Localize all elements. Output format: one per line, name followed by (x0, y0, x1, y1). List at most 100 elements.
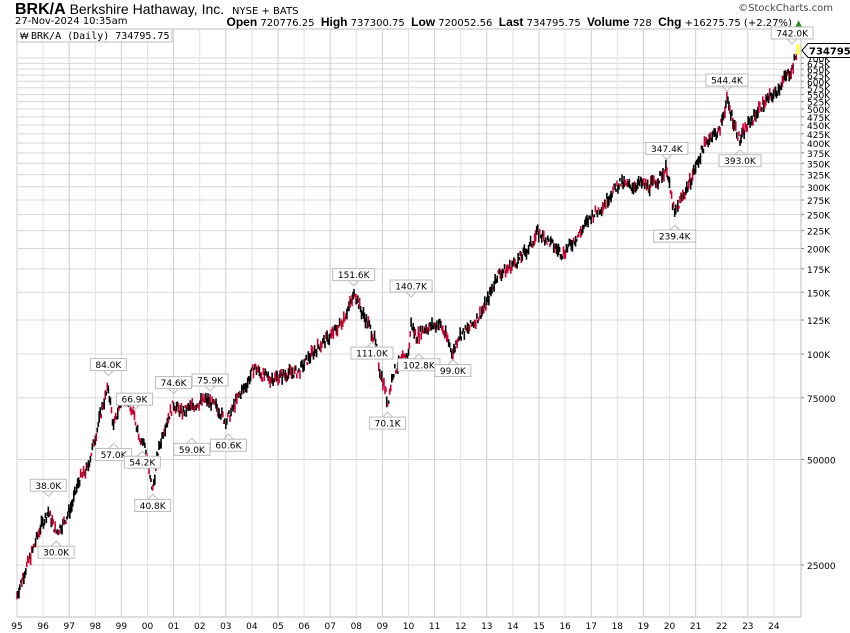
annotation-label: 74.6K (161, 379, 188, 389)
peak-annotation: 84.0K (89, 358, 127, 377)
y-axis-label: 350K (807, 160, 831, 170)
legend-text: BRK/A (Daily) 734795.75 (31, 31, 169, 42)
x-axis-label: 06 (298, 622, 310, 632)
x-axis-label: 96 (37, 622, 49, 632)
y-axis-label: 400K (807, 140, 831, 150)
timestamp: 27-Nov-2024 10:35am (15, 16, 128, 27)
volume-value: 728 (632, 18, 652, 29)
peak-annotation: 742.0K (770, 26, 814, 45)
x-axis-label: 15 (533, 622, 544, 632)
exchange-label: NYSE + BATS (232, 6, 299, 17)
y-axis-label: 475K (807, 114, 831, 124)
x-axis-label: 19 (638, 622, 650, 632)
x-axis-label: 17 (585, 622, 596, 632)
last-price-label: 734795.75 (809, 46, 850, 57)
y-axis-label: 150K (807, 289, 831, 299)
annotation-label: 393.0K (724, 157, 757, 167)
peak-annotation: 140.7K (389, 279, 433, 298)
y-axis-label: 625K (807, 72, 831, 82)
peak-annotation: 54.2K (123, 450, 161, 469)
x-axis-label: 98 (90, 622, 102, 632)
y-axis-label: 275K (807, 197, 831, 207)
annotation-label: 59.0K (179, 446, 206, 456)
annotation-label: 54.2K (129, 459, 156, 469)
peak-annotation: 393.0K (718, 148, 762, 168)
y-axis-label: 25000 (807, 562, 836, 572)
peak-annotation: 66.9K (115, 392, 153, 411)
last-value: 734795.75 (526, 18, 581, 29)
annotation-label: 102.8K (403, 361, 436, 371)
x-axis-label: 20 (664, 622, 676, 632)
peak-annotation: 111.0K (350, 341, 394, 360)
y-axis-label: 650K (807, 66, 831, 76)
x-axis-label: 95 (11, 622, 22, 632)
low-label: Low (411, 15, 436, 29)
annotation-label: 140.7K (395, 283, 428, 293)
y-axis-label: 100K (807, 351, 831, 361)
x-axis-label: 05 (272, 622, 283, 632)
y-axis-label: 500K (807, 106, 831, 116)
annotation-label: 30.0K (43, 549, 70, 559)
annotation-label: 57.0K (101, 451, 128, 461)
x-axis-label: 03 (220, 622, 231, 632)
y-axis-label: 125K (807, 317, 831, 327)
x-axis-label: 16 (559, 622, 571, 632)
y-axis-label: 50000 (807, 457, 836, 467)
y-axis-label: 325K (807, 172, 831, 182)
annotation-label: 544.4K (711, 77, 744, 87)
x-axis-label: 02 (194, 622, 205, 632)
x-axis-label: 23 (742, 622, 753, 632)
x-axis-label: 01 (168, 622, 179, 632)
high-value: 737300.75 (350, 18, 405, 29)
peak-annotation: 75.9K (191, 373, 229, 392)
peak-annotation: 30.0K (37, 540, 75, 559)
chart-header-title: BRK/A Berkshire Hathaway, Inc. NYSE + BA… (15, 1, 298, 19)
y-axis-label: 425K (807, 131, 831, 141)
last-price-marker: 734795.75 (796, 42, 850, 58)
open-value: 720776.25 (260, 18, 315, 29)
bar-chart-icon: ₩ (20, 31, 29, 41)
chg-label: Chg (658, 15, 682, 29)
x-axis-label: 07 (324, 622, 335, 632)
annotation-label: 66.9K (121, 396, 148, 406)
annotation-label: 84.0K (95, 361, 122, 371)
y-axis-label: 675K (807, 60, 831, 70)
annotation-label: 347.4K (651, 145, 684, 155)
peak-annotation: 70.1K (369, 411, 407, 430)
triangle-up-icon: ▲ (795, 19, 802, 29)
y-axis-label: 600K (807, 78, 831, 88)
peak-annotation: 38.0K (29, 478, 67, 497)
x-axis-label: 22 (716, 622, 727, 632)
peak-annotation: 57.0K (95, 442, 133, 462)
y-axis-label: 175K (807, 266, 831, 276)
y-axis-label: 250K (807, 212, 831, 222)
y-axis-label: 375K (807, 150, 831, 160)
annotation-label: 40.8K (140, 502, 167, 512)
last-label: Last (498, 15, 524, 29)
peak-annotation: 99.0K (434, 358, 472, 378)
x-axis-label: 21 (690, 622, 701, 632)
x-axis-label: 11 (429, 622, 440, 632)
price-stats: Open 720776.25 High 737300.75 Low 720052… (227, 15, 802, 29)
volume-label: Volume (587, 15, 630, 29)
watermark: ©StockCharts.com (738, 3, 833, 14)
ticker-symbol: BRK/A (15, 1, 66, 18)
y-axis-label: 225K (807, 228, 831, 238)
y-axis-label: 525K (807, 99, 831, 109)
annotation-label: 75.9K (197, 376, 224, 386)
peak-annotation: 151.6K (332, 268, 376, 287)
annotation-label: 151.6K (338, 271, 371, 281)
low-value: 720052.56 (438, 18, 493, 29)
x-axis-label: 97 (63, 622, 74, 632)
chart-legend: ₩ BRK/A (Daily) 734795.75 (16, 28, 173, 43)
peak-annotation: 59.0K (173, 437, 211, 456)
y-axis-label: 700K (807, 55, 831, 65)
peak-annotation: 239.4K (653, 224, 697, 243)
peak-annotation: 347.4K (645, 141, 689, 161)
high-label: High (320, 15, 348, 29)
x-axis-label: 10 (403, 622, 415, 632)
x-axis-label: 18 (612, 622, 624, 632)
x-axis-label: 13 (481, 622, 492, 632)
y-axis-label: 575K (807, 85, 831, 95)
